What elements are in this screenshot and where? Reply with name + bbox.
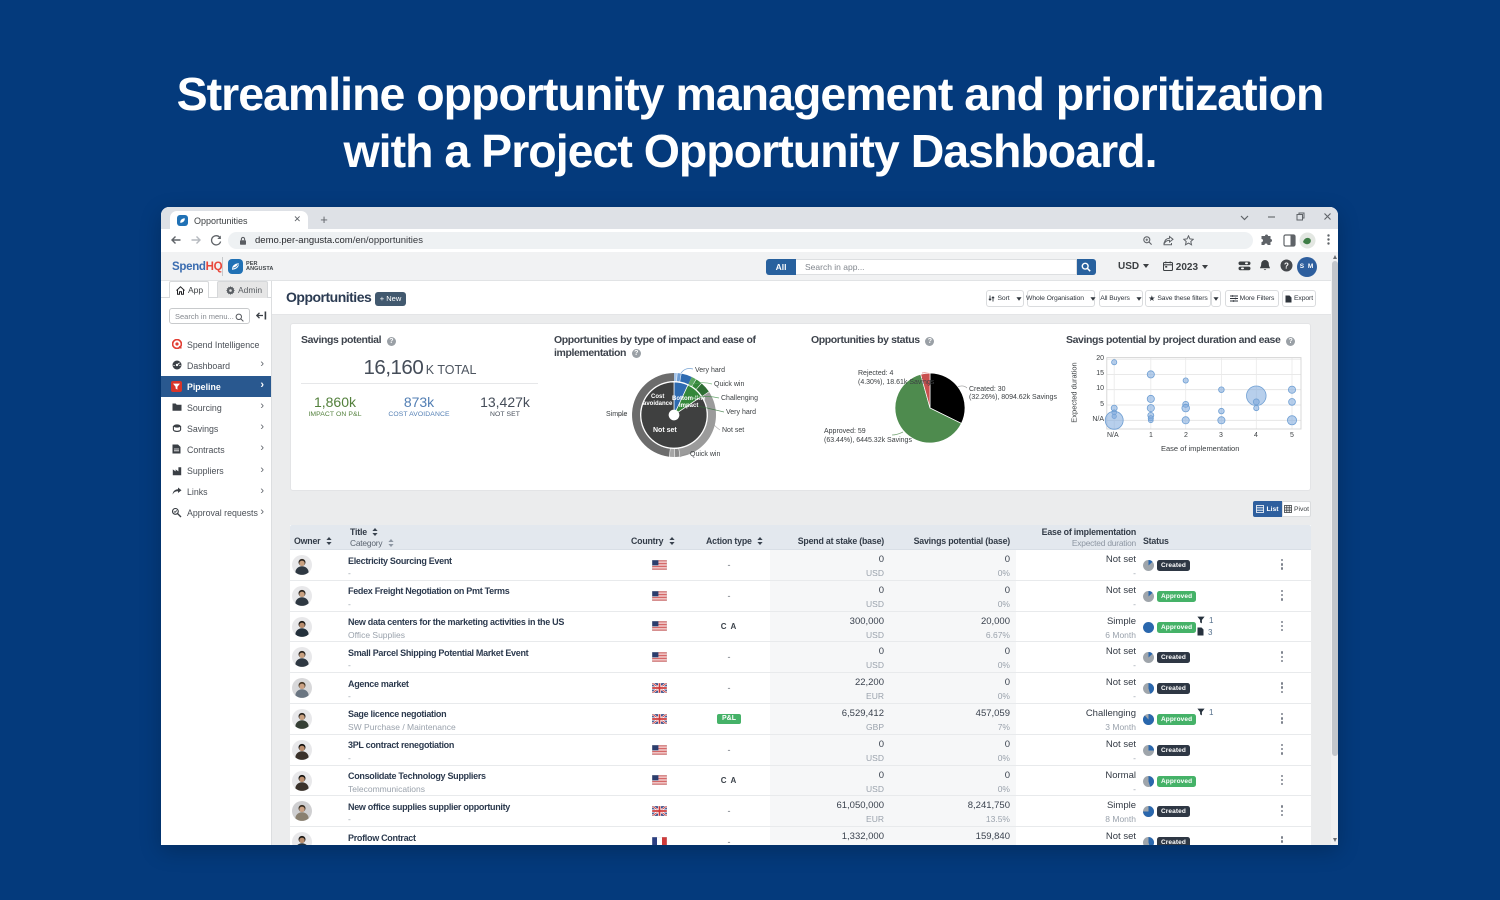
svg-text:?: ? <box>1284 261 1289 270</box>
